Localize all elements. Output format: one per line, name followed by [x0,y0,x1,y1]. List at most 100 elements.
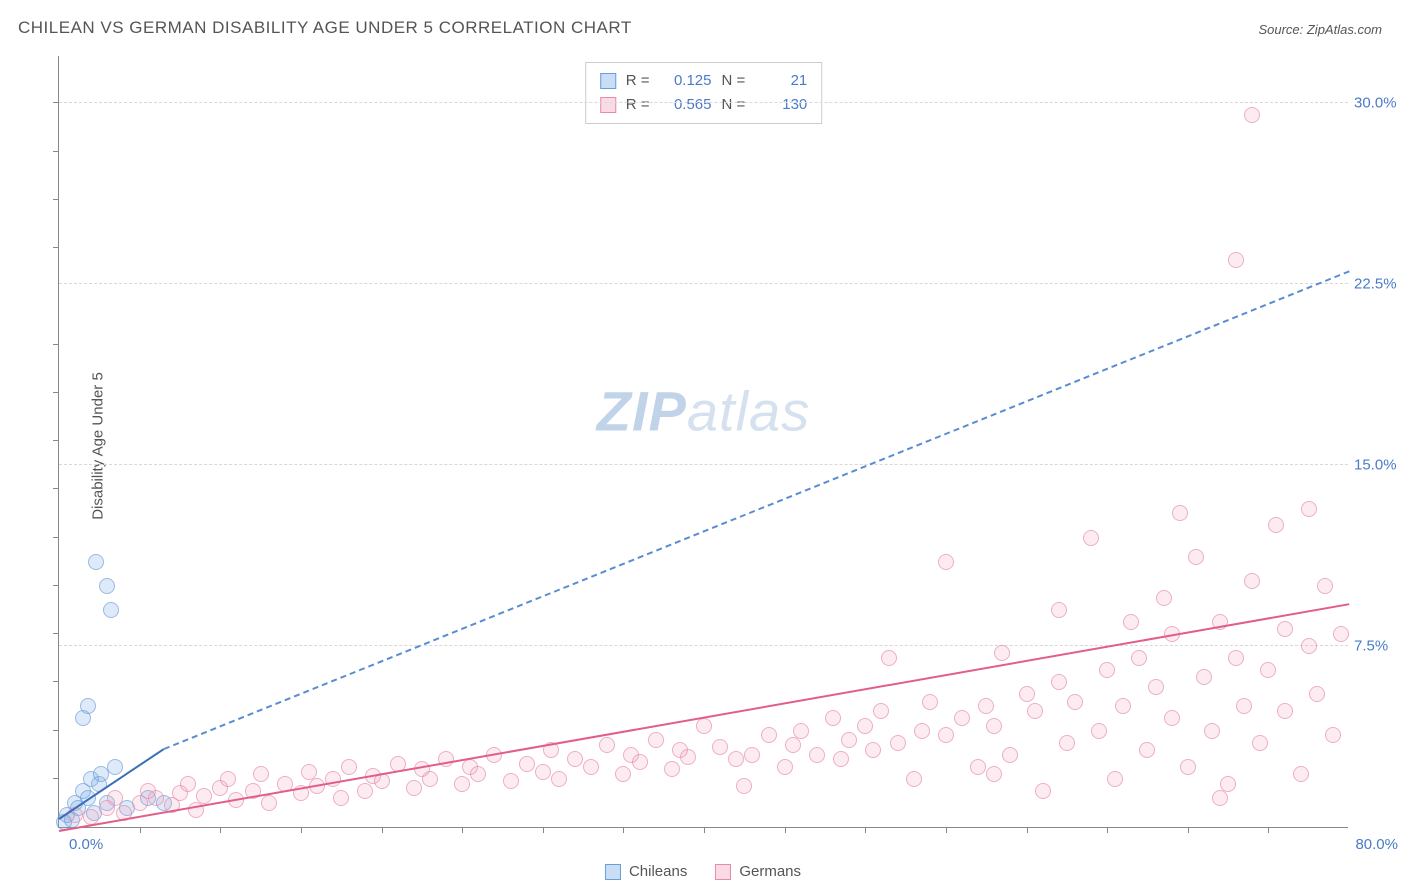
r-label-2: R = [626,93,650,117]
data-point [632,754,648,770]
y-tick-mark [53,344,59,345]
n-value-germans: 130 [755,93,807,117]
data-point [1293,766,1309,782]
data-point [881,650,897,666]
data-point [1107,771,1123,787]
data-point [728,751,744,767]
swatch-blue-icon [600,73,616,89]
x-origin-label: 0.0% [69,836,103,853]
plot-area: ZIPatlas R = 0.125 N = 21 R = 0.565 N = … [58,56,1348,828]
swatch-pink-icon [600,97,616,113]
chart-container: CHILEAN VS GERMAN DISABILITY AGE UNDER 5… [0,0,1406,892]
data-point [1301,638,1317,654]
x-tick-mark [301,827,302,833]
data-point [1244,107,1260,123]
data-point [1196,669,1212,685]
x-tick-mark [946,827,947,833]
x-tick-mark [462,827,463,833]
data-point [1188,549,1204,565]
data-point [1260,662,1276,678]
data-point [1002,747,1018,763]
data-point [1059,735,1075,751]
data-point [220,771,236,787]
y-tick-mark [53,247,59,248]
x-tick-mark [1268,827,1269,833]
data-point [103,602,119,618]
source-attribution: Source: ZipAtlas.com [1258,22,1382,37]
y-tick-mark [53,585,59,586]
r-label: R = [626,69,650,93]
data-point [986,766,1002,782]
data-point [301,764,317,780]
data-point [1091,723,1107,739]
data-point [1156,590,1172,606]
data-point [1277,621,1293,637]
data-point [680,749,696,765]
data-point [914,723,930,739]
grid-line [59,464,1348,465]
y-tick-mark [53,102,59,103]
legend-label-germans: Germans [739,863,801,880]
data-point [470,766,486,782]
x-tick-mark [543,827,544,833]
data-point [1027,703,1043,719]
data-point [148,790,164,806]
data-point [1083,530,1099,546]
y-tick-label: 30.0% [1354,95,1404,112]
data-point [615,766,631,782]
data-point [938,554,954,570]
data-point [1051,602,1067,618]
data-point [938,727,954,743]
y-tick-label: 22.5% [1354,276,1404,293]
data-point [1123,614,1139,630]
data-point [761,727,777,743]
data-point [1148,679,1164,695]
data-point [890,735,906,751]
data-point [857,718,873,734]
data-point [873,703,889,719]
stats-row-chileans: R = 0.125 N = 21 [600,69,808,93]
data-point [567,751,583,767]
data-point [1277,703,1293,719]
data-point [696,718,712,734]
data-point [1325,727,1341,743]
x-tick-mark [220,827,221,833]
data-point [1172,505,1188,521]
data-point [1309,686,1325,702]
x-tick-mark [1188,827,1189,833]
data-point [1333,626,1349,642]
data-point [1035,783,1051,799]
data-point [865,742,881,758]
data-point [825,710,841,726]
data-point [1212,790,1228,806]
swatch-pink-icon [715,864,731,880]
data-point [986,718,1002,734]
x-tick-mark [623,827,624,833]
data-point [1019,686,1035,702]
data-point [107,790,123,806]
y-tick-mark [53,151,59,152]
y-tick-mark [53,199,59,200]
n-label: N = [722,69,746,93]
data-point [406,780,422,796]
data-point [1180,759,1196,775]
x-max-label: 80.0% [1355,836,1398,853]
watermark-bold: ZIP [597,379,687,442]
data-point [785,737,801,753]
data-point [954,710,970,726]
y-tick-label: 15.0% [1354,457,1404,474]
stats-legend-box: R = 0.125 N = 21 R = 0.565 N = 130 [585,62,823,124]
y-tick-mark [53,633,59,634]
data-point [438,751,454,767]
y-tick-mark [53,537,59,538]
data-point [196,788,212,804]
data-point [599,737,615,753]
data-point [994,645,1010,661]
r-value-germans: 0.565 [660,93,712,117]
data-point [664,761,680,777]
data-point [841,732,857,748]
n-label-2: N = [722,93,746,117]
x-tick-mark [140,827,141,833]
data-point [978,698,994,714]
data-point [777,759,793,775]
